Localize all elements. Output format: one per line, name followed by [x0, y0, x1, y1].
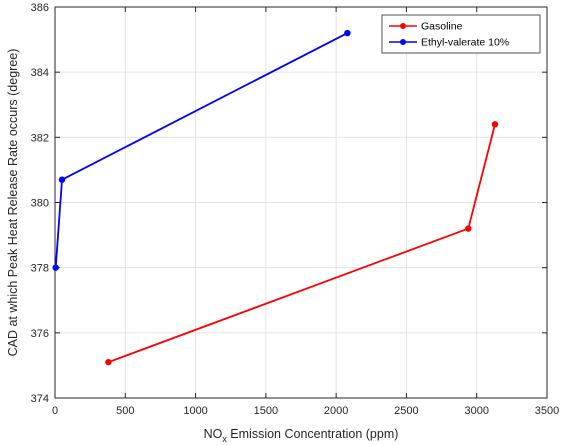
y-tick-label: 380 — [31, 198, 49, 210]
x-tick-label: 500 — [116, 405, 134, 417]
y-axis-label: CAD at which Peak Heat Release Rate occu… — [6, 49, 20, 357]
x-tick-label: 1000 — [183, 405, 207, 417]
y-tick-label: 386 — [31, 2, 49, 14]
x-tick-label: 1500 — [254, 405, 278, 417]
y-tick-label: 382 — [31, 132, 49, 144]
legend-label-ethyl-valerate: Ethyl-valerate 10% — [421, 37, 509, 49]
y-tick-label: 384 — [31, 67, 49, 79]
legend-box — [381, 14, 541, 54]
legend-marker-gasoline — [400, 23, 406, 29]
data-point-gasoline — [491, 121, 499, 128]
y-axis-ticks: 374 376 378 380 382 384 386 — [31, 2, 547, 405]
x-tick-label: 0 — [52, 405, 58, 417]
data-point-ethyl-valerate-10 — [58, 176, 66, 183]
x-axis-label: NOx Emission Concentration (ppm) — [204, 427, 399, 444]
legend-label-gasoline: Gasoline — [421, 21, 463, 33]
y-tick-label: 376 — [31, 328, 49, 340]
data-point-gasoline — [465, 225, 472, 232]
x-tick-label: 2000 — [324, 405, 348, 417]
y-tick-label: 374 — [31, 393, 49, 405]
series — [52, 29, 499, 366]
x-tick-label: 2500 — [394, 405, 418, 417]
x-axis-ticks: 0 500 1000 1500 2000 2500 3000 3500 — [52, 7, 559, 417]
data-point-gasoline — [105, 358, 112, 366]
legend-marker-ethyl-valerate — [400, 39, 406, 45]
legend: Gasoline Ethyl-valerate 10% — [381, 14, 541, 54]
plot-frame — [54, 6, 548, 399]
y-tick-label: 378 — [31, 263, 49, 275]
data-point-ethyl-valerate-10 — [344, 29, 351, 37]
x-tick-label: 3000 — [464, 405, 488, 417]
data-point-ethyl-valerate-10 — [52, 264, 59, 271]
x-tick-label: 3500 — [535, 405, 559, 417]
